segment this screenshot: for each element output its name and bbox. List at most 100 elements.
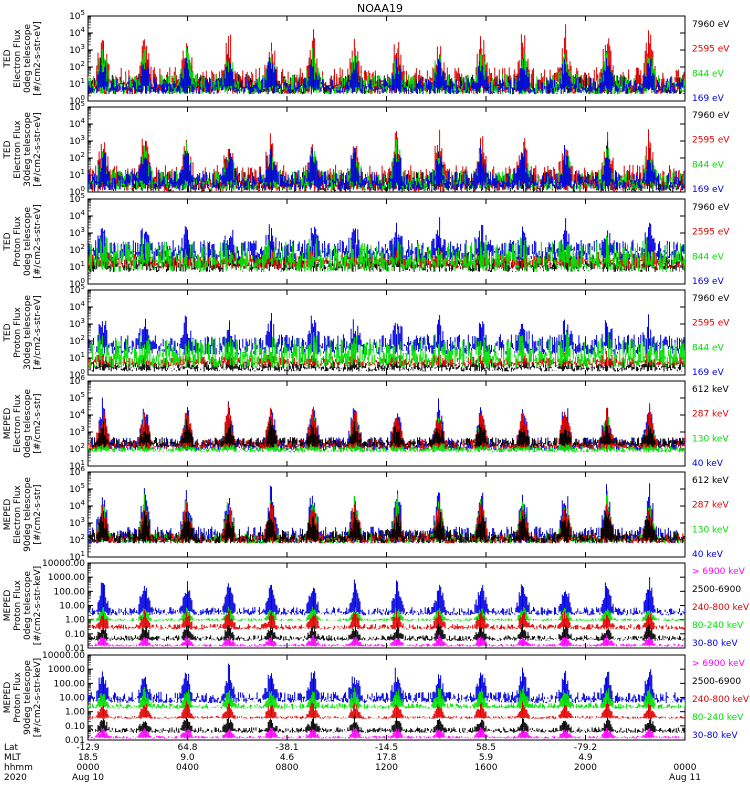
y-tick-label: 10.00 — [59, 694, 85, 704]
y-tick-label: 104 — [69, 209, 85, 222]
legend-label: 80-240 keV — [692, 621, 744, 631]
y-tick-label: 103 — [69, 226, 85, 239]
figure-title: NOAA19 — [357, 2, 403, 15]
series-group — [88, 397, 685, 453]
series-844-ev — [88, 329, 685, 369]
y-axis-label-line: 0deg telescope — [23, 24, 33, 94]
y-axis-label-line: MEPED — [3, 682, 13, 714]
series-group — [88, 129, 685, 192]
series-169-ev — [88, 55, 685, 95]
series-group — [88, 313, 685, 372]
y-axis-label-line: TED — [3, 49, 13, 68]
y-tick-label: 10.00 — [59, 602, 85, 612]
y-tick-label: 102 — [69, 60, 85, 73]
x-tick-label: -14.5 — [375, 743, 398, 753]
y-tick-label: 10000.00 — [42, 559, 85, 569]
legend-label: 2595 eV — [692, 45, 730, 55]
legend-label: 612 keV — [692, 385, 729, 395]
x-tick-label: 2000 — [574, 763, 597, 773]
y-tick-label: 100.00 — [54, 587, 86, 597]
legend-label: 30-80 keV — [692, 639, 738, 649]
series-2500-6900 — [88, 623, 685, 641]
legend-label: 40 keV — [692, 550, 724, 560]
y-axis-label-line: 90deg telescope — [23, 660, 33, 735]
legend-label: 287 keV — [692, 410, 729, 420]
y-axis-label-line: 30deg telescope — [23, 295, 33, 370]
series-169-ev — [88, 141, 685, 191]
panel-frame — [87, 380, 686, 467]
x-tick-label: -79.2 — [574, 743, 597, 753]
legend-label: 2595 eV — [692, 319, 730, 329]
y-tick-label: 0.01 — [65, 736, 85, 746]
y-tick-label: 0.01 — [65, 644, 85, 654]
y-tick-label: 101 — [69, 351, 85, 364]
series-240-800-kev — [88, 700, 685, 719]
legend-label: 2595 eV — [692, 136, 730, 146]
y-tick-label: 103 — [69, 43, 85, 56]
x-tick-label: -12.9 — [76, 743, 100, 753]
x-tick-label: 5.9 — [479, 753, 494, 763]
y-axis-label-line: [#/cm2-s-str-eV] — [33, 112, 43, 187]
y-axis-label-line: Electron Flux — [13, 120, 23, 179]
x-tick-label: Aug 11 — [669, 773, 701, 783]
legend-label: 844 eV — [692, 160, 725, 170]
y-tick-label: 10000.00 — [42, 651, 85, 661]
y-tick-label: 103 — [69, 516, 85, 529]
y-axis-label-line: [#/cm2-s-str-eV] — [33, 204, 43, 279]
legend-label: 130 keV — [692, 525, 729, 535]
y-tick-label: 104 — [69, 26, 85, 39]
y-axis-label-line: 0deg telescope — [23, 207, 33, 277]
y-tick-label: 1.00 — [65, 708, 85, 718]
legend-label: > 6900 keV — [692, 567, 746, 577]
y-tick-label: 105 — [69, 391, 85, 404]
y-tick-label: 102 — [69, 243, 85, 256]
legend-label: 169 eV — [692, 368, 725, 378]
x-tick-label: 17.8 — [376, 753, 396, 763]
y-axis-label-line: TED — [3, 323, 13, 342]
legend-label: 2500-6900 — [692, 677, 741, 687]
legend-label: 7960 eV — [692, 294, 730, 304]
x-tick-label: 4.6 — [280, 753, 295, 763]
y-tick-label: 101 — [69, 77, 85, 90]
y-tick-label: 105 — [69, 9, 85, 22]
series-169-ev — [88, 217, 685, 261]
x-row-label: Lat — [4, 743, 19, 753]
x-tick-label: 1600 — [475, 763, 498, 773]
legend-label: 844 eV — [692, 69, 725, 79]
y-axis-label-line: MEPED — [3, 408, 13, 440]
legend-label: 2595 eV — [692, 228, 730, 238]
y-axis-label-line: [#/cm2-s-str] — [33, 393, 43, 453]
legend-label: 169 eV — [692, 94, 725, 104]
y-axis-label-line: 0deg telescope — [23, 389, 33, 459]
series-2500-6900 — [88, 715, 685, 733]
legend-label: 130 keV — [692, 434, 729, 444]
series-240-800-kev — [88, 609, 685, 630]
legend-label: 7960 eV — [692, 20, 730, 30]
x-tick-label: 18.5 — [78, 753, 98, 763]
x-tick-label: -38.1 — [275, 743, 298, 753]
legend-label: 7960 eV — [692, 111, 730, 121]
legend-label: 169 eV — [692, 185, 725, 195]
y-axis-label-line: Proton Flux — [13, 216, 23, 267]
series-612-kev — [88, 506, 685, 544]
y-axis-label-line: Electron Flux — [13, 394, 23, 453]
y-tick-label: 104 — [69, 117, 85, 130]
y-axis-label-line: Proton Flux — [13, 580, 23, 631]
series-30-80-kev — [88, 663, 685, 704]
legend-label: 169 eV — [692, 277, 725, 287]
legend-label: 240-800 keV — [692, 603, 750, 613]
y-axis-label-line: [#/cm2-s-str-eV] — [33, 295, 43, 370]
y-tick-label: 1.00 — [65, 616, 85, 626]
y-axis-label-line: Electron Flux — [13, 485, 23, 544]
y-tick-label: 103 — [69, 425, 85, 438]
legend-label: 844 eV — [692, 343, 725, 353]
legend-label: 2500-6900 — [692, 585, 741, 595]
y-tick-label: 1000.00 — [48, 573, 85, 583]
series-80-240-kev — [88, 686, 685, 709]
